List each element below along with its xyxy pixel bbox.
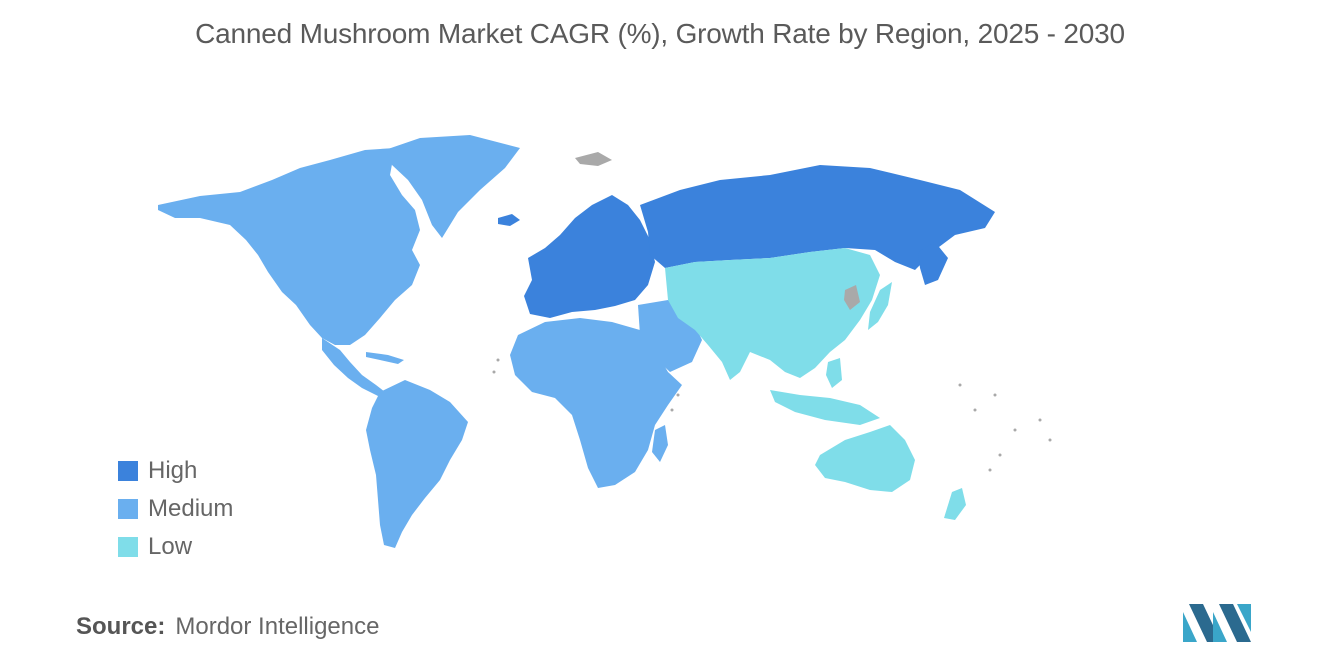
region-africa: [510, 318, 682, 488]
region-russia: [640, 165, 995, 270]
region-central-america: [322, 338, 385, 396]
legend-label-low: Low: [148, 533, 193, 560]
legend-item-medium: Medium: [118, 490, 233, 528]
map-legend: High Medium Low: [118, 452, 233, 566]
region-madagascar: [652, 425, 668, 462]
legend-label-medium: Medium: [148, 495, 234, 522]
legend-item-high: High: [118, 452, 233, 490]
region-south-america: [366, 380, 468, 548]
region-svalbard: [575, 152, 612, 166]
legend-swatch-medium: [118, 499, 138, 519]
region-philippines: [826, 358, 842, 388]
source-label: Source:: [76, 613, 166, 640]
legend-item-low: Low: [118, 528, 233, 566]
pacific-islands: [492, 358, 1052, 472]
chart-title: Canned Mushroom Market CAGR (%), Growth …: [195, 18, 1125, 49]
region-korea: [844, 285, 860, 310]
legend-swatch-low: [118, 537, 138, 557]
source-credit: Source: Mordor Intelligence: [76, 613, 379, 641]
source-value: Mordor Intelligence: [175, 613, 380, 640]
region-japan: [868, 282, 892, 330]
region-asia: [665, 248, 880, 380]
region-russia-east: [918, 242, 948, 285]
legend-swatch-high: [118, 461, 138, 481]
region-southeast-asia: [770, 390, 880, 425]
region-australia: [815, 425, 915, 492]
region-north-america: [158, 148, 420, 345]
legend-label-high: High: [148, 457, 198, 484]
region-iceland: [498, 214, 520, 226]
region-greenland: [385, 135, 520, 238]
region-new-zealand: [944, 488, 966, 520]
region-caribbean: [366, 352, 404, 364]
region-europe: [524, 195, 655, 318]
mordor-logo-icon: [1183, 604, 1251, 642]
